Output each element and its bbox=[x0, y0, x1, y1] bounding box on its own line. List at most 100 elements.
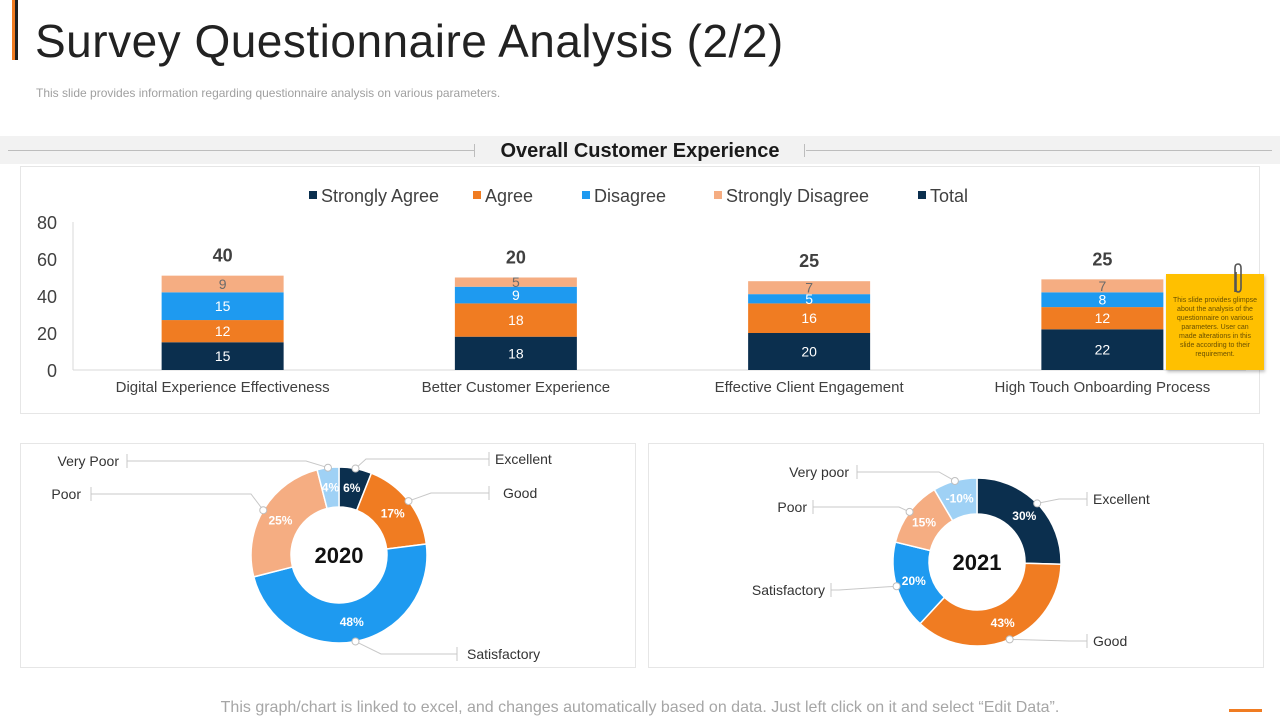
donut-leader-satisfactory bbox=[830, 582, 901, 597]
bar-data-label: 22 bbox=[1095, 342, 1111, 358]
donut-leader-satisfactory bbox=[351, 637, 458, 661]
legend-swatch-disagree bbox=[582, 191, 590, 199]
bar-data-label: 12 bbox=[215, 323, 231, 339]
bar-data-label: 9 bbox=[512, 287, 520, 303]
bar-data-label: 8 bbox=[1098, 292, 1106, 308]
section-divider-tick-right bbox=[804, 144, 805, 157]
donut-slice-label: 6% bbox=[343, 481, 361, 495]
bar-data-label: 5 bbox=[805, 291, 813, 307]
donut-category-label-good: Good bbox=[1093, 633, 1127, 649]
bar-data-label: 12 bbox=[1095, 310, 1111, 326]
donut-category-label-very-poor: Very poor bbox=[789, 464, 849, 480]
bar-segment-strongly-agree bbox=[454, 336, 577, 370]
bar-segment-strongly-agree bbox=[1041, 329, 1164, 370]
title-accent-orange bbox=[12, 0, 15, 60]
donut-leader-very-poor bbox=[856, 465, 959, 485]
bar-segment-strongly-disagree bbox=[1041, 279, 1164, 293]
stacked-bar-chart[interactable]: 0 20 40 60 80 Strongly Agree Agree Disagree Stro… bbox=[21, 167, 1261, 415]
legend-item-strongly-agree: Strongly Agree bbox=[309, 186, 439, 206]
bar-total-label: 25 bbox=[1092, 249, 1112, 269]
legend-label-agree: Agree bbox=[485, 186, 533, 206]
leader-dot bbox=[323, 463, 332, 472]
section-divider-tick-left bbox=[474, 144, 475, 157]
bar-segment-strongly-agree bbox=[161, 342, 284, 370]
leader-line bbox=[408, 492, 489, 502]
bar-segment-agree bbox=[748, 303, 871, 333]
bar-segment-disagree bbox=[748, 294, 871, 304]
donut-category-label-excellent: Excellent bbox=[495, 451, 552, 467]
bar-segment-agree bbox=[454, 303, 577, 337]
donut-leader-poor bbox=[90, 487, 268, 515]
donut-category-label-poor: Poor bbox=[777, 499, 807, 515]
donut-chart-2020[interactable]: 6% Excellent 17% Good 48% Satisfactory 25% Poor… bbox=[21, 444, 637, 669]
leader-dot bbox=[351, 637, 360, 646]
donut-slice-label: 15% bbox=[912, 516, 936, 530]
leader-dot bbox=[892, 582, 901, 591]
legend-swatch-strongly-agree bbox=[309, 191, 317, 199]
bar-total-label: 40 bbox=[213, 246, 233, 266]
x-tick-label: High Touch Onboarding Process bbox=[995, 379, 1211, 396]
donut-leader-poor bbox=[812, 500, 914, 516]
legend-item-strongly-disagree: Strongly Disagree bbox=[714, 186, 869, 206]
bar-data-label: 5 bbox=[512, 274, 520, 290]
donut-2021-panel[interactable]: 30% Excellent 43% Good 20% Satisfactory 15% Poo… bbox=[648, 443, 1264, 668]
legend-item-total: Total bbox=[918, 186, 968, 206]
donut-category-label-very-poor: Very Poor bbox=[58, 453, 120, 469]
legend-label-strongly-agree: Strongly Agree bbox=[321, 186, 439, 206]
leader-line bbox=[813, 506, 910, 513]
section-divider-left bbox=[8, 150, 474, 151]
donut-slice-label: 25% bbox=[268, 513, 292, 527]
bar-data-label: 18 bbox=[508, 312, 524, 328]
legend-label-total: Total bbox=[930, 186, 968, 206]
section-divider-right bbox=[806, 150, 1272, 151]
bar-total-label: 25 bbox=[799, 251, 819, 271]
donut-leader-good bbox=[1005, 634, 1088, 648]
leader-dot bbox=[1005, 635, 1014, 644]
section-title: Overall Customer Experience bbox=[500, 140, 780, 162]
bar-segment-agree bbox=[1041, 307, 1164, 330]
bar-segment-disagree bbox=[1041, 292, 1164, 308]
leader-line bbox=[355, 458, 489, 469]
leader-dot bbox=[950, 476, 959, 485]
legend-swatch-agree bbox=[473, 191, 481, 199]
y-tick-label: 60 bbox=[37, 250, 57, 270]
donut-category-label-satisfactory: Satisfactory bbox=[752, 582, 825, 598]
footer-accent bbox=[1229, 709, 1262, 712]
leader-line bbox=[1009, 638, 1087, 642]
x-tick-label: Better Customer Experience bbox=[422, 379, 610, 396]
y-tick-label: 0 bbox=[47, 361, 57, 381]
x-tick-label: Effective Client Engagement bbox=[715, 379, 905, 396]
donut-leader-very-poor bbox=[126, 454, 332, 472]
donut-slice-label: -10% bbox=[946, 491, 974, 505]
title-accent-dark bbox=[15, 0, 18, 60]
footer-note: This graph/chart is linked to excel, and… bbox=[220, 699, 1060, 716]
leader-line bbox=[831, 585, 897, 591]
bar-total-label: 20 bbox=[506, 248, 526, 268]
donut-leader-excellent bbox=[351, 452, 490, 473]
y-tick-label: 80 bbox=[37, 213, 57, 233]
bar-chart-panel[interactable]: 0 20 40 60 80 Strongly Agree Agree Disagree Stro… bbox=[20, 166, 1260, 414]
leader-line bbox=[1037, 498, 1087, 504]
sticky-note[interactable]: This slide provides glimpse about the an… bbox=[1166, 274, 1264, 370]
x-tick-label: Digital Experience Effectiveness bbox=[116, 379, 330, 396]
donut-category-label-excellent: Excellent bbox=[1093, 491, 1150, 507]
donut-slice-label: 20% bbox=[902, 574, 926, 588]
bar-data-label: 9 bbox=[219, 276, 227, 292]
y-tick-label: 20 bbox=[37, 324, 57, 344]
bar-data-label: 7 bbox=[1098, 278, 1106, 294]
bar-segment-agree bbox=[161, 320, 284, 343]
donut-slice-label: 43% bbox=[991, 616, 1015, 630]
bar-segment-strongly-disagree bbox=[748, 281, 871, 295]
bar-segment-strongly-disagree bbox=[161, 275, 284, 293]
leader-dot bbox=[351, 464, 360, 473]
leader-line bbox=[355, 640, 457, 655]
donut-leader-excellent bbox=[1033, 492, 1088, 508]
donut-slice-very-poor bbox=[933, 477, 978, 522]
donut-center-label: 2021 bbox=[953, 550, 1002, 575]
page-subtitle: This slide provides information regardin… bbox=[36, 86, 501, 100]
donut-chart-2021[interactable]: 30% Excellent 43% Good 20% Satisfactory 15% Poo… bbox=[649, 444, 1265, 669]
leader-dot bbox=[259, 506, 268, 515]
legend-swatch-total bbox=[918, 191, 926, 199]
donut-2020-panel[interactable]: 6% Excellent 17% Good 48% Satisfactory 25% Poor… bbox=[20, 443, 636, 668]
leader-dot bbox=[404, 497, 413, 506]
